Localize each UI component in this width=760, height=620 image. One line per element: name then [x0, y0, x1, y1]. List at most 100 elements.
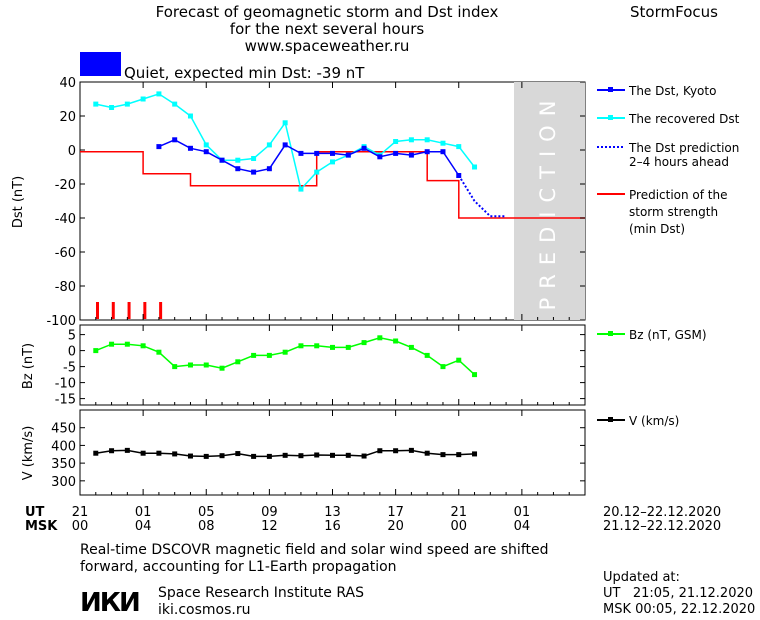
- kyoto-dst-point: [251, 169, 257, 175]
- kyoto-dst-point: [156, 144, 162, 150]
- ut-axis-label: UT: [25, 505, 45, 520]
- legend-kyoto-marker: [608, 87, 613, 92]
- dst-ytick-label: -20: [55, 178, 76, 193]
- bz-point: [124, 341, 130, 347]
- bz-point: [345, 344, 351, 350]
- updated-ut: UT 21:05, 21.12.2020: [603, 586, 753, 601]
- dst-ytick-label: 20: [59, 110, 76, 125]
- bz-ytick-label: -5: [63, 361, 76, 376]
- bz-point: [377, 335, 383, 341]
- msk-tick-label: 00: [450, 519, 467, 534]
- bz-point: [361, 340, 367, 346]
- speed-point: [203, 453, 209, 459]
- storm-mark: [159, 302, 163, 319]
- bz-point: [219, 365, 225, 371]
- legend: The Dst, Kyoto The recovered Dst The Dst…: [597, 84, 740, 428]
- dst-ytick-label: -80: [55, 280, 76, 295]
- bz-point: [314, 343, 320, 349]
- msk-tick-label: 04: [135, 519, 152, 534]
- recovered-dst-point: [408, 137, 414, 143]
- prediction-label: PREDICTION: [536, 92, 560, 311]
- bz-point: [235, 359, 241, 365]
- legend-v-marker: [608, 417, 613, 422]
- kyoto-dst-point: [203, 149, 209, 155]
- footer-note-line1: Real-time DSCOVR magnetic field and sola…: [80, 542, 549, 558]
- chart-title-line1: Forecast of geomagnetic storm and Dst in…: [156, 3, 499, 21]
- msk-tick-label: 08: [198, 519, 215, 534]
- speed-point: [93, 450, 99, 456]
- msk-tick-label: 16: [324, 519, 341, 534]
- speed-point: [251, 453, 257, 459]
- kyoto-dst-point: [456, 173, 462, 178]
- kyoto-dst-point: [345, 152, 351, 158]
- bz-point: [424, 352, 430, 358]
- bz-ytick-label: 0: [68, 345, 76, 360]
- ut-tick-label: 05: [198, 505, 215, 520]
- kyoto-dst-point: [393, 150, 399, 156]
- dst-prediction-line: [457, 174, 507, 218]
- recovered-dst-point: [298, 186, 304, 192]
- recovered-dst-point: [203, 142, 209, 148]
- source-url[interactable]: www.spaceweather.ru: [245, 37, 410, 55]
- kyoto-dst-point: [408, 152, 414, 158]
- speed-point: [266, 453, 272, 459]
- storm-mark: [96, 302, 99, 319]
- bz-point: [282, 349, 288, 355]
- bz-point: [187, 362, 193, 368]
- org-name: Space Research Institute RAS: [158, 585, 364, 601]
- recovered-dst-point: [456, 144, 462, 150]
- iki-logo: ИКИ: [80, 588, 139, 618]
- recovered-dst-point: [440, 140, 446, 146]
- ut-tick-label: 01: [135, 505, 152, 520]
- kyoto-dst-point: [187, 145, 193, 151]
- recovered-dst-point: [124, 101, 130, 107]
- bz-plot-area: [93, 335, 478, 378]
- speed-point: [187, 453, 193, 459]
- bz-point: [440, 364, 446, 370]
- speed-point: [282, 452, 288, 458]
- recovered-dst-point: [93, 101, 99, 107]
- legend-bz: Bz (nT, GSM): [629, 328, 707, 342]
- recovered-dst-point: [109, 105, 115, 110]
- ut-tick-label: 21: [450, 505, 467, 520]
- recovered-dst-point: [266, 142, 272, 148]
- storm-mark: [143, 302, 147, 319]
- ut-tick-label: 01: [514, 505, 531, 520]
- bz-point: [456, 357, 462, 363]
- footer-note-line2: forward, accounting for L1-Earth propaga…: [80, 559, 397, 575]
- speed-point: [472, 451, 478, 457]
- bz-ytick-label: -15: [55, 393, 76, 408]
- bz-point: [140, 343, 146, 349]
- speed-point: [440, 452, 446, 458]
- dst-plot-area: [80, 91, 585, 319]
- speed-point: [124, 447, 130, 453]
- recovered-dst-point: [282, 120, 288, 126]
- msk-tick-label: 04: [514, 519, 531, 534]
- prediction-band: [514, 82, 585, 320]
- recovered-dst-point: [172, 101, 178, 107]
- chart-title-line2: for the next several hours: [230, 20, 425, 38]
- speed-point: [377, 448, 383, 454]
- v-ytick-label: 350: [51, 457, 76, 472]
- kyoto-dst-point: [314, 150, 320, 156]
- bz-point: [330, 344, 335, 350]
- recovered-dst-point: [393, 139, 399, 144]
- recovered-dst-point: [187, 113, 193, 119]
- org-url[interactable]: iki.cosmos.ru: [158, 602, 250, 618]
- recovered-dst-point: [140, 96, 146, 102]
- speed-point: [393, 448, 399, 454]
- recovered-dst-point: [424, 137, 430, 143]
- speed-point: [314, 452, 320, 458]
- kyoto-dst-point: [298, 150, 304, 156]
- storm-mark: [111, 302, 115, 319]
- speed-point: [424, 450, 430, 456]
- storm-mark: [127, 302, 131, 319]
- recovered-dst-point: [330, 159, 335, 165]
- legend-recovered-marker: [608, 115, 613, 120]
- updated-label: Updated at:: [603, 570, 680, 585]
- status-color-box: [80, 52, 121, 76]
- bz-point: [266, 352, 272, 358]
- legend-storm-line3: (min Dst): [629, 222, 685, 236]
- dst-ytick-label: -60: [55, 246, 76, 261]
